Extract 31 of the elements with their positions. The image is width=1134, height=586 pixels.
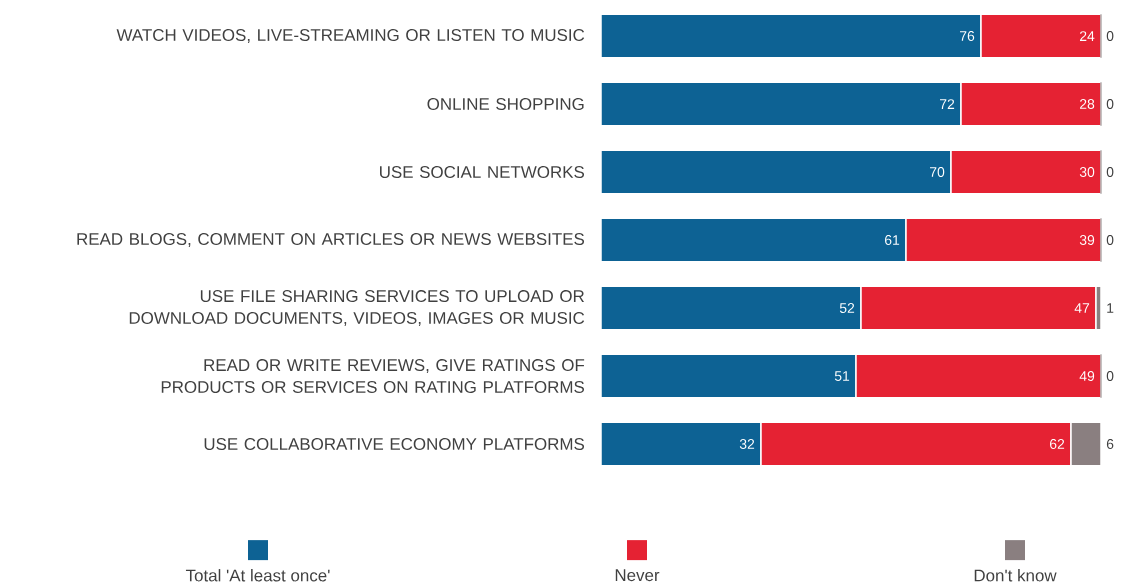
data-label: 0 [1106, 99, 1114, 109]
legend-label: Never [615, 569, 660, 582]
data-label: 47 [1074, 303, 1090, 313]
data-label: 32 [739, 439, 755, 449]
y-tick-label: WATCH VIDEOS, LIVE-STREAMING OR LISTEN TO MUSIC [116, 28, 585, 43]
data-label: 6 [1106, 439, 1114, 449]
data-label: 61 [884, 235, 900, 245]
data-label: 0 [1106, 371, 1114, 381]
y-tick-label: USE FILE SHARING SERVICES TO UPLOAD OR DOWNLOAD DOCUMENTS, VIDEOS, IMAGES OR MUSIC [129, 290, 585, 326]
legend-label: Total 'At least once' [185, 568, 330, 582]
data-label: 0 [1106, 235, 1114, 245]
y-tick-label: READ BLOGS, COMMENT ON ARTICLES OR NEWS WEBSITES [77, 232, 585, 247]
y-tick-label: READ OR WRITE REVIEWS, GIVE RATINGS OF PRODUCTS OR SERVICES ON RATING PLATFORMS [161, 359, 585, 393]
data-label: 62 [1049, 439, 1065, 449]
data-label: 39 [1079, 235, 1095, 245]
y-tick-label: ONLINE SHOPPING [427, 97, 584, 110]
y-tick-label: USE COLLABORATIVE ECONOMY PLATFORMS [204, 437, 585, 450]
data-label: 30 [1079, 167, 1095, 177]
data-label: 51 [834, 371, 850, 381]
data-label: 0 [1106, 31, 1114, 41]
data-label: 76 [960, 31, 975, 41]
data-label: 72 [940, 99, 955, 109]
data-label: 1 [1107, 303, 1114, 313]
data-label: 52 [839, 303, 855, 313]
data-label: 70 [930, 167, 945, 177]
data-label: 0 [1106, 167, 1114, 177]
data-label: 24 [1079, 31, 1095, 41]
data-label: 28 [1079, 99, 1095, 109]
data-label: 49 [1079, 371, 1095, 381]
y-tick-label: USE SOCIAL NETWORKS [380, 165, 585, 178]
legend-label: Don't know [974, 568, 1057, 582]
